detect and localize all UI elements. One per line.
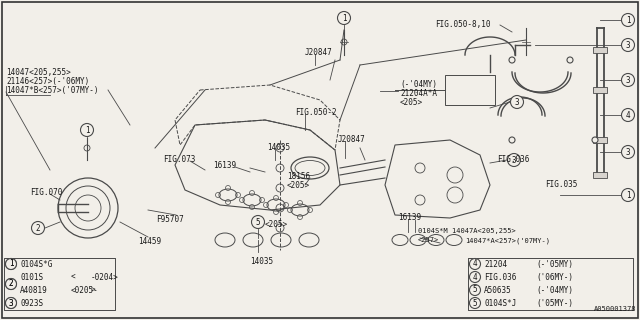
Text: 21146<257>(-'06MY): 21146<257>(-'06MY) (6, 77, 89, 86)
Text: <0205-: <0205- (71, 286, 99, 295)
Text: 0923S: 0923S (20, 299, 43, 308)
Text: 3: 3 (9, 299, 13, 308)
Text: 5: 5 (473, 285, 477, 294)
Circle shape (252, 215, 264, 228)
Text: 1: 1 (84, 125, 90, 134)
Text: 21204A*A: 21204A*A (400, 89, 437, 98)
Circle shape (337, 12, 351, 25)
Text: J20847: J20847 (338, 135, 365, 144)
Circle shape (6, 298, 17, 308)
Text: <: < (71, 273, 76, 282)
Circle shape (592, 137, 598, 143)
Text: <257>: <257> (418, 237, 439, 243)
Text: 14035: 14035 (250, 257, 273, 266)
Circle shape (6, 278, 17, 290)
Text: A050001378: A050001378 (593, 306, 636, 312)
Circle shape (509, 137, 515, 143)
Text: ('05MY-): ('05MY-) (536, 299, 573, 308)
Text: 3: 3 (626, 148, 630, 156)
Text: 5: 5 (256, 218, 260, 227)
Circle shape (511, 95, 524, 108)
Text: 2: 2 (9, 279, 13, 289)
Text: 3: 3 (9, 299, 13, 308)
Text: 16139: 16139 (398, 213, 421, 222)
Text: 4: 4 (473, 260, 477, 268)
Circle shape (567, 57, 573, 63)
Text: 5: 5 (473, 299, 477, 308)
Text: FIG.035: FIG.035 (545, 180, 577, 189)
Text: FIG.050-8,10: FIG.050-8,10 (435, 20, 490, 29)
Text: >: > (91, 286, 95, 295)
Text: 14047*B<257>('07MY-): 14047*B<257>('07MY-) (6, 86, 99, 95)
Text: -0204>: -0204> (91, 273, 119, 282)
Text: (-'05MY): (-'05MY) (536, 260, 573, 269)
Text: 14035: 14035 (267, 143, 290, 152)
Text: FIG.070: FIG.070 (30, 188, 62, 197)
Text: FIG.050-2: FIG.050-2 (295, 108, 337, 117)
Text: J20847: J20847 (305, 48, 333, 57)
Circle shape (6, 298, 17, 308)
Text: <205>: <205> (400, 98, 423, 107)
Text: (-'04MY): (-'04MY) (536, 286, 573, 295)
Text: (-'04MY): (-'04MY) (400, 80, 437, 89)
Text: FIG.036: FIG.036 (497, 155, 529, 164)
Circle shape (508, 154, 520, 166)
Text: FIG.036: FIG.036 (484, 273, 516, 282)
Text: 2: 2 (36, 223, 40, 233)
Text: ('06MY-): ('06MY-) (536, 273, 573, 282)
Text: 4: 4 (473, 273, 477, 282)
Bar (593, 172, 607, 178)
Circle shape (81, 124, 93, 137)
Bar (4, 258, 115, 310)
Circle shape (621, 146, 634, 158)
Text: 0104S*G: 0104S*G (20, 260, 52, 269)
Text: 16139: 16139 (213, 161, 236, 170)
Bar (593, 87, 607, 93)
Circle shape (621, 188, 634, 202)
Circle shape (621, 38, 634, 52)
Text: 1: 1 (626, 190, 630, 199)
Circle shape (470, 259, 481, 269)
Circle shape (470, 271, 481, 283)
Bar (593, 47, 607, 53)
Text: 1: 1 (9, 260, 13, 268)
Text: A40819: A40819 (20, 286, 48, 295)
Text: 21204: 21204 (484, 260, 507, 269)
Text: 14047*A<257>('07MY-): 14047*A<257>('07MY-) (465, 237, 550, 244)
Text: A50635: A50635 (484, 286, 512, 295)
Circle shape (6, 278, 17, 290)
Text: 3: 3 (515, 98, 519, 107)
Text: 1: 1 (626, 15, 630, 25)
Text: 4: 4 (626, 110, 630, 119)
Text: 1: 1 (342, 13, 346, 22)
Text: 2: 2 (9, 279, 13, 289)
Bar (468, 258, 633, 310)
Text: 0104S*M 14047A<205,255>: 0104S*M 14047A<205,255> (418, 228, 516, 234)
Circle shape (470, 298, 481, 308)
Circle shape (621, 13, 634, 27)
Text: 18156: 18156 (287, 172, 310, 181)
Bar (445, 75, 495, 105)
Text: F95707: F95707 (156, 215, 184, 224)
Circle shape (31, 221, 45, 235)
Text: 3: 3 (512, 156, 516, 164)
Text: 14047<205,255>: 14047<205,255> (6, 68, 71, 77)
Text: <205>: <205> (265, 220, 288, 229)
Text: 3: 3 (626, 41, 630, 50)
Text: 0101S: 0101S (20, 273, 43, 282)
Text: FIG.073: FIG.073 (163, 155, 195, 164)
Circle shape (509, 57, 515, 63)
Text: 1: 1 (9, 260, 13, 268)
Circle shape (6, 259, 17, 269)
Text: 0104S*J: 0104S*J (484, 299, 516, 308)
Text: 3: 3 (626, 76, 630, 84)
Circle shape (470, 284, 481, 295)
Bar (593, 137, 607, 143)
Circle shape (621, 108, 634, 122)
Circle shape (621, 74, 634, 86)
Text: <205>: <205> (287, 181, 310, 190)
Text: 14459: 14459 (138, 237, 161, 246)
Circle shape (6, 259, 17, 269)
